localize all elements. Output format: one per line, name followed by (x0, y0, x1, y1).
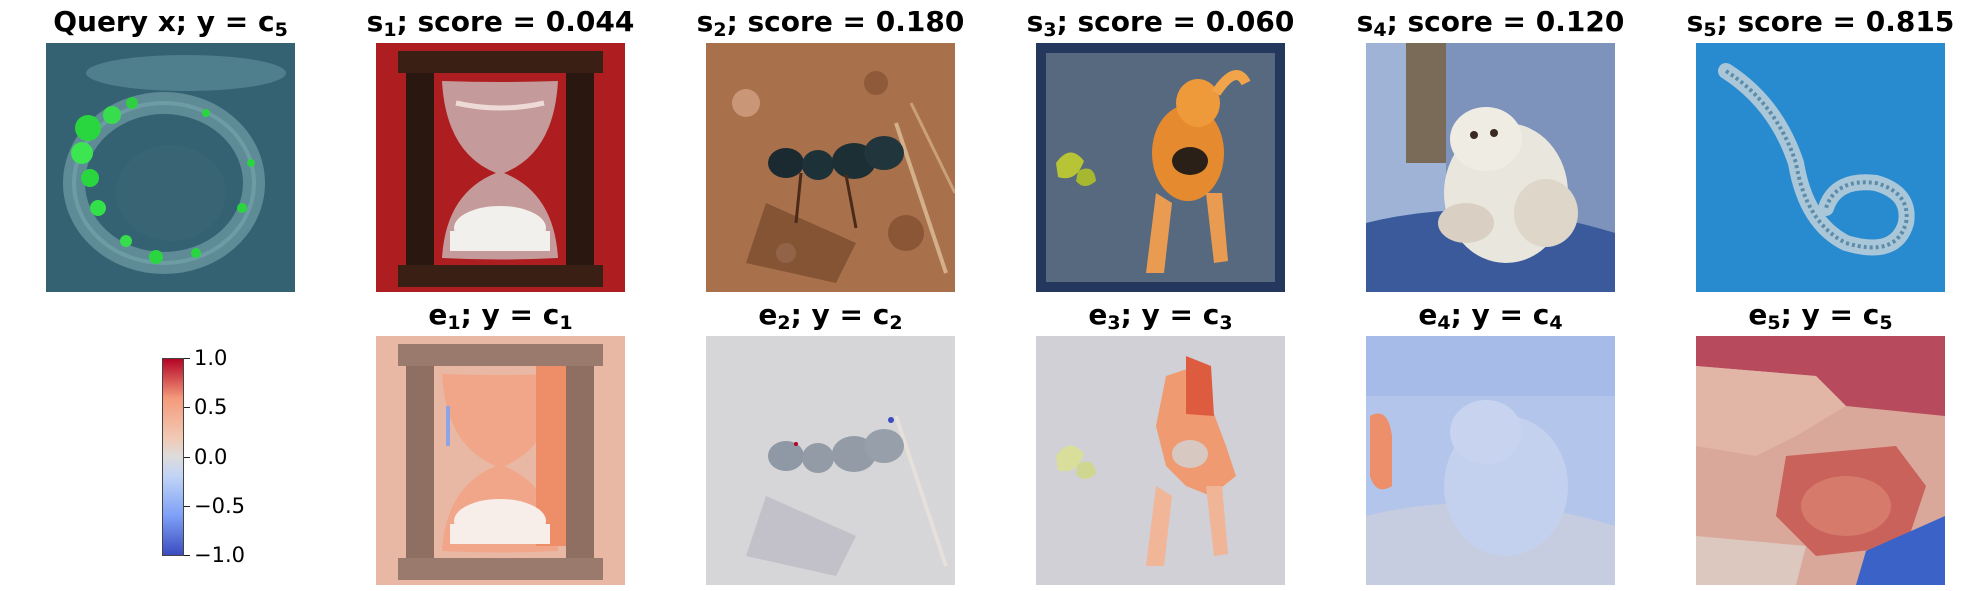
explanation-1-title: e1; y = c1 (428, 298, 573, 334)
colorbar-tick (184, 407, 190, 408)
colorbar-tick (184, 457, 190, 458)
colorbar-tick (184, 358, 190, 359)
sample-4-image (1366, 43, 1615, 292)
explanation-3-image (1036, 336, 1285, 585)
explanation-4-image (1366, 336, 1615, 585)
colorbar-tick-label: −1.0 (194, 543, 245, 567)
colorbar-tick-label: 0.5 (194, 395, 228, 419)
colorbar-tick (184, 506, 190, 507)
colorbar-tick-label: 0.0 (194, 445, 228, 469)
sample-5-image (1696, 43, 1945, 292)
colorbar-tick-label: −0.5 (194, 494, 245, 518)
explanation-3-title: e3; y = c3 (1088, 298, 1233, 334)
sample-4-title: s4; score = 0.120 (1356, 5, 1625, 41)
explanation-5-title: e5; y = c5 (1748, 298, 1893, 334)
explanation-2-image (706, 336, 955, 585)
sample-3-image (1036, 43, 1285, 292)
sample-1-title: s1; score = 0.044 (366, 5, 635, 41)
sample-1-image (376, 43, 625, 292)
colorbar-tick (184, 555, 190, 556)
colorbar-tick-label: 1.0 (194, 346, 228, 370)
sample-2-image (706, 43, 955, 292)
explanation-1-image (376, 336, 625, 585)
sample-2-title: s2; score = 0.180 (696, 5, 965, 41)
colorbar-gradient (162, 358, 184, 556)
query-image (46, 43, 295, 292)
explanation-2-title: e2; y = c2 (758, 298, 903, 334)
query-title: Query x; y = c5 (53, 5, 288, 41)
sample-5-title: s5; score = 0.815 (1686, 5, 1955, 41)
explanation-5-image (1696, 336, 1945, 585)
sample-3-title: s3; score = 0.060 (1026, 5, 1295, 41)
explanation-4-title: e4; y = c4 (1418, 298, 1563, 334)
